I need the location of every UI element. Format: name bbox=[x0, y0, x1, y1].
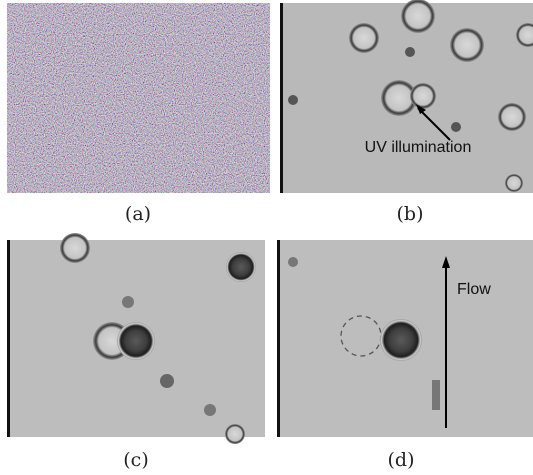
edge bbox=[280, 3, 283, 193]
panel-d: Flow (d) bbox=[277, 240, 533, 471]
particle bbox=[288, 257, 298, 267]
cell bbox=[226, 252, 256, 282]
cell bbox=[401, 0, 435, 33]
streak bbox=[432, 380, 440, 410]
page: (a) UV illumination (b) (c) bbox=[0, 0, 533, 475]
particle bbox=[122, 296, 134, 308]
cell bbox=[117, 322, 155, 360]
panel-c: (c) bbox=[7, 233, 265, 471]
cell bbox=[450, 28, 484, 62]
particle bbox=[160, 374, 174, 388]
particle bbox=[405, 47, 415, 57]
annotation: UV illumination bbox=[365, 139, 472, 156]
edge bbox=[277, 240, 280, 437]
panel-label: (b) bbox=[397, 203, 424, 225]
cell bbox=[60, 233, 90, 263]
particle bbox=[451, 122, 461, 132]
panel-b: UV illumination (b) bbox=[280, 0, 533, 225]
cell bbox=[410, 83, 436, 109]
cell bbox=[380, 319, 422, 361]
cell bbox=[498, 103, 526, 131]
particle bbox=[288, 95, 298, 105]
panel-a: (a) bbox=[7, 3, 270, 225]
noise-image bbox=[7, 3, 270, 193]
cell bbox=[505, 174, 523, 192]
panel-label: (c) bbox=[123, 449, 148, 471]
cell bbox=[225, 424, 245, 444]
cell bbox=[349, 23, 379, 53]
figure: (a) UV illumination (b) (c) bbox=[0, 0, 533, 475]
edge bbox=[7, 240, 10, 437]
panel-label: (d) bbox=[388, 449, 415, 471]
particle bbox=[204, 404, 216, 416]
annotation: Flow bbox=[457, 281, 491, 298]
panel-label: (a) bbox=[125, 203, 151, 225]
